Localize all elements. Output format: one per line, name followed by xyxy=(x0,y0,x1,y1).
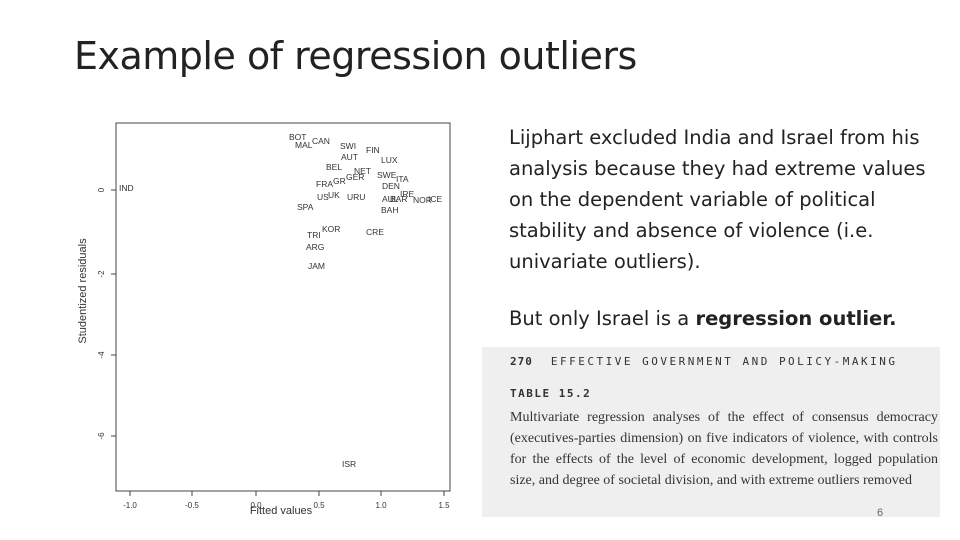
book-page-number: 270 xyxy=(510,355,533,368)
book-page-header: 270 EFFECTIVE GOVERNMENT AND POLICY-MAKIN… xyxy=(510,355,898,368)
point-label: ISR xyxy=(342,459,356,469)
point-label: CRE xyxy=(366,227,384,237)
point-label: BEL xyxy=(326,162,342,172)
point-label: SPA xyxy=(297,202,314,212)
point-label: IND xyxy=(119,183,134,193)
x-tick-label: -1.0 xyxy=(123,501,137,510)
y-axis-label: Studentized residuals xyxy=(77,238,89,344)
y-tick-label: -4 xyxy=(97,351,106,359)
x-axis: -1.0 -0.5 0.0 0.5 1.0 1.5 xyxy=(123,491,450,510)
paragraph-regression-outlier: But only Israel is a regression outlier. xyxy=(509,303,929,334)
point-label: ICE xyxy=(428,194,443,204)
point-label: AUL xyxy=(382,194,399,204)
point-label: AUT xyxy=(341,152,358,162)
point-label: US xyxy=(317,192,329,202)
y-tick-label: -6 xyxy=(97,432,106,440)
x-tick-label: 0.0 xyxy=(250,501,262,510)
x-tick-label: -0.5 xyxy=(185,501,199,510)
x-tick-label: 1.0 xyxy=(375,501,387,510)
point-label: CAN xyxy=(312,136,330,146)
point-label: GR xyxy=(333,176,346,186)
point-label: KOR xyxy=(322,224,340,234)
slide-page-number: 6 xyxy=(877,507,884,519)
slide-title: Example of regression outliers xyxy=(74,34,637,78)
paragraph-prefix: But only Israel is a xyxy=(509,307,696,330)
x-tick-label: 1.5 xyxy=(438,501,450,510)
point-label: JAM xyxy=(308,261,325,271)
point-label: URU xyxy=(347,192,365,202)
x-axis-label: Fitted values xyxy=(250,505,313,517)
point-label: BOT xyxy=(289,132,306,142)
x-tick-label: 0.5 xyxy=(313,501,325,510)
point-label: BAR xyxy=(390,194,407,204)
point-label: FIN xyxy=(366,145,380,155)
point-label: SWE xyxy=(377,170,397,180)
point-label: SWI xyxy=(340,141,356,151)
y-axis: 0 -2 -4 -6 xyxy=(97,187,116,440)
point-label: GER xyxy=(346,172,364,182)
explanation-text: Lijphart excluded India and Israel from … xyxy=(509,122,929,334)
point-label: ARG xyxy=(306,242,324,252)
regression-outlier-term: regression outlier. xyxy=(695,307,897,330)
book-running-head: EFFECTIVE GOVERNMENT AND POLICY-MAKING xyxy=(550,355,898,368)
book-excerpt-image: 270 EFFECTIVE GOVERNMENT AND POLICY-MAKIN… xyxy=(482,347,940,517)
point-label: IRE xyxy=(400,189,415,199)
paragraph-outliers: Lijphart excluded India and Israel from … xyxy=(509,126,926,273)
table-caption: Multivariate regression analyses of the … xyxy=(510,410,938,488)
point-label: ITA xyxy=(396,174,409,184)
y-tick-label: -2 xyxy=(97,270,106,278)
point-label: NET xyxy=(354,166,371,176)
point-label: TRI xyxy=(307,230,321,240)
point-label: UK xyxy=(328,190,340,200)
plot-frame xyxy=(115,122,451,492)
point-label: NOR xyxy=(413,195,432,205)
point-label: MAL xyxy=(295,140,313,150)
y-tick-label: 0 xyxy=(97,187,106,192)
point-label: DEN xyxy=(382,181,400,191)
point-label: LUX xyxy=(381,155,398,165)
point-label: BAH xyxy=(381,205,398,215)
point-label: FRA xyxy=(316,179,333,189)
table-label: TABLE 15.2 xyxy=(510,387,592,400)
